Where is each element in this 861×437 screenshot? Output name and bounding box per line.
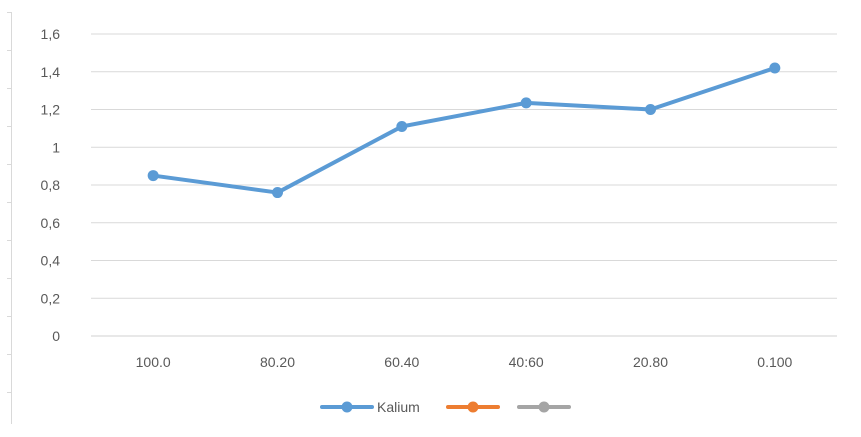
- left-border-tick: [7, 278, 12, 279]
- left-border-tick: [7, 392, 12, 393]
- legend-swatch-marker: [538, 401, 550, 413]
- data-point: [147, 170, 159, 182]
- data-point: [272, 187, 283, 199]
- y-tick-label: 0,4: [41, 253, 61, 269]
- legend-swatch-marker: [341, 401, 353, 413]
- x-tick-label: 100.0: [136, 354, 171, 370]
- data-point: [769, 62, 781, 74]
- y-tick-label: 0: [52, 328, 60, 344]
- legend-label: Kalium: [377, 399, 420, 415]
- data-point: [520, 97, 532, 109]
- y-tick-label: 1: [52, 139, 60, 155]
- series-line-kalium: [151, 65, 777, 195]
- x-tick-label: 0.100: [757, 354, 792, 370]
- y-tick-label: 0,2: [41, 290, 61, 306]
- left-border-tick: [7, 316, 12, 317]
- left-border-tick: [7, 240, 12, 241]
- data-point: [396, 120, 408, 132]
- left-border-tick: [7, 50, 12, 51]
- left-border-tick: [7, 354, 12, 355]
- left-border-tick: [7, 12, 12, 13]
- y-tick-label: 1,4: [41, 64, 61, 80]
- x-tick-label: 80.20: [260, 354, 295, 370]
- left-border-tick: [7, 164, 12, 165]
- left-border-tick: [7, 126, 12, 127]
- y-tick-label: 1,2: [41, 102, 61, 118]
- x-tick-label: 40:60: [509, 354, 544, 370]
- left-border-tick: [7, 88, 12, 89]
- y-tick-label: 0,8: [41, 177, 61, 193]
- x-tick-label: 20.80: [633, 354, 668, 370]
- left-border: [11, 12, 12, 424]
- legend-swatch-marker: [467, 401, 479, 413]
- left-border-tick: [7, 202, 12, 203]
- data-point: [645, 104, 656, 115]
- y-tick-label: 1,6: [41, 26, 61, 42]
- y-tick-label: 0,6: [41, 215, 61, 231]
- x-tick-label: 60.40: [384, 354, 419, 370]
